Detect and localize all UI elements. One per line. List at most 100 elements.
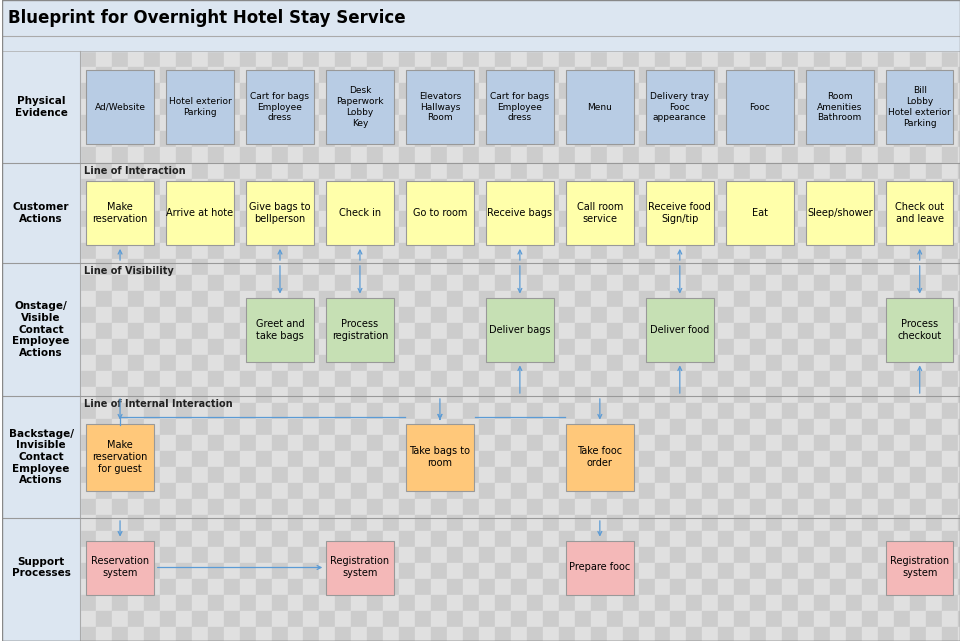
Polygon shape: [383, 499, 399, 515]
Polygon shape: [782, 291, 798, 307]
Polygon shape: [766, 499, 782, 515]
Polygon shape: [128, 483, 144, 499]
FancyBboxPatch shape: [86, 70, 154, 144]
Polygon shape: [942, 323, 958, 339]
Polygon shape: [351, 291, 368, 307]
Polygon shape: [128, 531, 144, 547]
Polygon shape: [399, 195, 415, 211]
Polygon shape: [925, 499, 942, 515]
Polygon shape: [559, 243, 575, 259]
Polygon shape: [463, 147, 479, 163]
Polygon shape: [575, 179, 590, 195]
Polygon shape: [447, 419, 463, 435]
Polygon shape: [176, 35, 192, 51]
Polygon shape: [782, 179, 798, 195]
Polygon shape: [511, 387, 527, 403]
Polygon shape: [80, 515, 96, 531]
Polygon shape: [798, 595, 814, 611]
Polygon shape: [479, 51, 495, 67]
Polygon shape: [734, 627, 751, 641]
Polygon shape: [287, 163, 303, 179]
Polygon shape: [495, 307, 511, 323]
Polygon shape: [638, 291, 655, 307]
Polygon shape: [527, 51, 542, 67]
Polygon shape: [160, 83, 176, 99]
Polygon shape: [495, 147, 511, 163]
Polygon shape: [160, 467, 176, 483]
Polygon shape: [877, 563, 894, 579]
Polygon shape: [303, 291, 320, 307]
Polygon shape: [463, 563, 479, 579]
Polygon shape: [623, 339, 638, 355]
Polygon shape: [415, 563, 431, 579]
Polygon shape: [814, 275, 830, 291]
Polygon shape: [287, 563, 303, 579]
Polygon shape: [112, 83, 128, 99]
Polygon shape: [96, 371, 112, 387]
Polygon shape: [607, 115, 623, 131]
Polygon shape: [655, 67, 670, 83]
Polygon shape: [862, 451, 877, 467]
Polygon shape: [255, 307, 272, 323]
Polygon shape: [623, 419, 638, 435]
Polygon shape: [575, 611, 590, 627]
Polygon shape: [670, 403, 686, 419]
Polygon shape: [447, 163, 463, 179]
Polygon shape: [718, 531, 734, 547]
Polygon shape: [623, 211, 638, 227]
Polygon shape: [415, 275, 431, 291]
Polygon shape: [495, 259, 511, 275]
Polygon shape: [176, 307, 192, 323]
Polygon shape: [144, 547, 160, 563]
Polygon shape: [351, 307, 368, 323]
Polygon shape: [128, 307, 144, 323]
Polygon shape: [542, 547, 559, 563]
Polygon shape: [655, 499, 670, 515]
Polygon shape: [399, 307, 415, 323]
Polygon shape: [542, 147, 559, 163]
FancyBboxPatch shape: [406, 181, 473, 245]
Polygon shape: [351, 387, 368, 403]
Polygon shape: [718, 163, 734, 179]
Polygon shape: [751, 35, 766, 51]
Polygon shape: [638, 243, 655, 259]
Polygon shape: [272, 291, 287, 307]
Polygon shape: [511, 579, 527, 595]
Polygon shape: [575, 51, 590, 67]
Polygon shape: [862, 563, 877, 579]
Polygon shape: [686, 483, 703, 499]
Polygon shape: [638, 99, 655, 115]
Polygon shape: [910, 51, 925, 67]
Polygon shape: [910, 371, 925, 387]
Polygon shape: [527, 579, 542, 595]
Polygon shape: [877, 627, 894, 641]
Polygon shape: [415, 403, 431, 419]
Polygon shape: [224, 195, 240, 211]
Polygon shape: [303, 531, 320, 547]
Polygon shape: [590, 595, 607, 611]
Polygon shape: [527, 547, 542, 563]
Polygon shape: [925, 467, 942, 483]
Polygon shape: [798, 419, 814, 435]
Polygon shape: [415, 579, 431, 595]
FancyBboxPatch shape: [326, 540, 394, 594]
Polygon shape: [415, 531, 431, 547]
Polygon shape: [877, 83, 894, 99]
Polygon shape: [447, 291, 463, 307]
Polygon shape: [798, 371, 814, 387]
Polygon shape: [607, 291, 623, 307]
Polygon shape: [255, 323, 272, 339]
Polygon shape: [766, 227, 782, 243]
Polygon shape: [846, 195, 862, 211]
Polygon shape: [303, 147, 320, 163]
Polygon shape: [607, 467, 623, 483]
Polygon shape: [240, 371, 255, 387]
Polygon shape: [303, 323, 320, 339]
Polygon shape: [272, 579, 287, 595]
Polygon shape: [766, 547, 782, 563]
Polygon shape: [335, 467, 351, 483]
Polygon shape: [320, 227, 335, 243]
Polygon shape: [479, 35, 495, 51]
Polygon shape: [734, 403, 751, 419]
Polygon shape: [814, 419, 830, 435]
